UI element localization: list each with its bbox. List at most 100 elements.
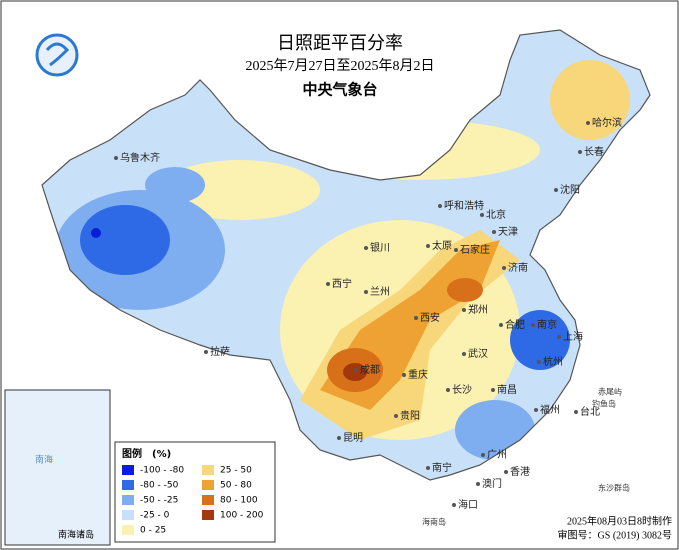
city-dot [114, 156, 118, 160]
city-dot [426, 244, 430, 248]
city-dot [204, 350, 208, 354]
legend-swatch [122, 480, 134, 490]
logo [35, 33, 79, 77]
island-label: 东沙群岛 [598, 483, 630, 493]
island-label: 钓鱼岛 [592, 399, 616, 409]
city-dot [502, 266, 506, 270]
legend-label: -100 - -80 [140, 466, 184, 476]
legend-label: 25 - 50 [220, 466, 252, 476]
city-dot [462, 352, 466, 356]
city-dot [354, 368, 358, 372]
city-label: 南昌 [497, 383, 517, 396]
city-label: 南宁 [432, 461, 452, 474]
legend-label: -50 - -25 [140, 496, 178, 506]
city-label: 昆明 [343, 432, 363, 444]
inset-title: 南海诸岛 [58, 529, 94, 541]
footer-made: 2025年08月03日8时制作 [567, 514, 672, 527]
legend-label: 0 - 25 [140, 526, 166, 536]
city-dot [480, 213, 484, 217]
city-dot [531, 323, 535, 327]
island-label: 海南岛 [422, 517, 446, 527]
city-label: 合肥 [505, 318, 525, 331]
footer-approval: 审图号：GS (2019) 3082号 [558, 528, 672, 541]
city-dot [462, 308, 466, 312]
city-dot [364, 290, 368, 294]
city-label: 郑州 [468, 303, 488, 316]
city-dot [476, 482, 480, 486]
legend-unit: (%) [152, 449, 171, 460]
city-label: 杭州 [543, 355, 563, 368]
city-label: 沈阳 [560, 183, 580, 196]
city-label: 长沙 [452, 384, 472, 396]
legend-label: 80 - 100 [220, 496, 258, 506]
city-dot [394, 414, 398, 418]
logo-mark [45, 42, 70, 67]
city-dot [586, 121, 590, 125]
city-dot [499, 323, 503, 327]
city-dot [414, 316, 418, 320]
city-label: 北京 [486, 208, 506, 221]
title: 日照距平百分率 [277, 33, 403, 54]
city-dot [537, 360, 541, 364]
city-dot [337, 436, 341, 440]
issuer: 中央气象台 [302, 81, 377, 99]
legend-label: -80 - -50 [140, 481, 179, 491]
city-dot [534, 408, 538, 412]
city-label: 乌鲁木齐 [120, 151, 160, 164]
city-dot [557, 335, 561, 339]
city-label: 西宁 [332, 277, 352, 290]
city-dot [481, 453, 485, 457]
city-label: 海口 [458, 498, 478, 511]
legend-title: 图例 [122, 447, 142, 460]
city-dot [578, 150, 582, 154]
legend-swatch [202, 510, 214, 520]
city-dot [492, 230, 496, 234]
island-label: 赤尾屿 [598, 388, 622, 397]
city-label: 西安 [420, 311, 440, 324]
city-dot [326, 282, 330, 286]
subtitle: 2025年7月27日至2025年8月2日 [246, 58, 435, 74]
city-dot [504, 470, 508, 474]
city-dot [554, 188, 558, 192]
city-label: 上海 [563, 330, 583, 343]
city-label: 哈尔滨 [592, 116, 622, 129]
legend-swatch [122, 495, 134, 505]
city-label: 拉萨 [210, 345, 230, 358]
city-dot [426, 466, 430, 470]
city-label: 广州 [487, 449, 507, 461]
city-label: 呼和浩特 [444, 200, 484, 212]
city-label: 天津 [498, 226, 518, 238]
legend-swatch [202, 465, 214, 475]
legend-swatch [202, 480, 214, 490]
city-dot [454, 248, 458, 252]
city-dot [446, 388, 450, 392]
inset-sea: 南海 [35, 454, 53, 466]
legend-label: 50 - 80 [220, 481, 252, 491]
city-label: 福州 [540, 403, 560, 416]
city-dot [574, 410, 578, 414]
city-label: 太原 [432, 239, 452, 252]
city-label: 济南 [508, 261, 528, 274]
legend-swatch [122, 510, 134, 520]
city-label: 成都 [360, 364, 380, 376]
city-label: 澳门 [482, 477, 502, 490]
city-label: 石家庄 [460, 243, 490, 256]
city-label: 南京 [537, 318, 557, 331]
inset [4, 389, 111, 546]
legend-swatch [202, 495, 214, 505]
legend-label: -25 - 0 [140, 511, 170, 521]
city-dot [491, 388, 495, 392]
city-label: 长春 [584, 146, 604, 158]
city-dot [452, 503, 456, 507]
legend-label: 100 - 200 [220, 511, 264, 521]
city-dot [364, 246, 368, 250]
city-label: 兰州 [370, 285, 390, 298]
city-label: 贵阳 [400, 409, 420, 422]
legend-swatch [122, 525, 134, 535]
city-dot [438, 204, 442, 208]
city-label: 重庆 [408, 368, 428, 381]
city-label: 武汉 [468, 347, 488, 360]
